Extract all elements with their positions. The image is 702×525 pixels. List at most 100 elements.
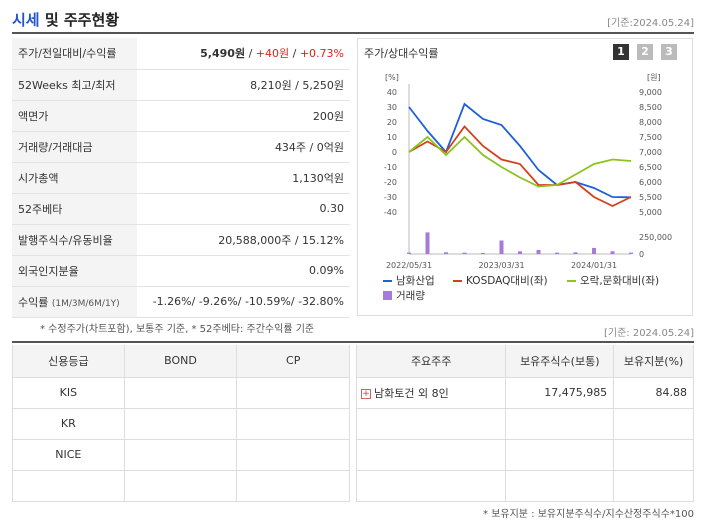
divider	[12, 32, 694, 34]
volume-bar	[444, 252, 448, 254]
table-cell	[123, 376, 238, 409]
table-cell	[12, 469, 125, 502]
table-cell	[613, 407, 694, 440]
column-header: 주요주주	[355, 345, 507, 378]
table-cell	[355, 469, 507, 502]
table-row	[12, 469, 350, 502]
left-axis-unit: [%]	[385, 73, 399, 82]
column-header: CP	[236, 345, 350, 378]
quote-label: 주가/전일대비/수익률	[12, 38, 137, 70]
quote-row: 거래량/거래대금 434주 / 0억원	[12, 131, 350, 163]
quote-label: 발행주식수/유동비율	[12, 224, 137, 256]
table-row	[355, 469, 694, 502]
series-line-1	[408, 125, 632, 208]
right-axis-tick: 5,000	[639, 208, 662, 217]
quote-table: 주가/전일대비/수익률 5,490원 / +40원 / +0.73% 52Wee…	[12, 38, 350, 318]
legend-label: KOSDAQ대비(좌)	[466, 275, 548, 287]
price-chart: [%] [원] 40 30 20 10 0 -10 -20 -30 -40 9,000 8,500 8,0…	[383, 73, 672, 302]
x-axis-tick: 2023/03/31	[478, 261, 524, 270]
left-axis-tick: 20	[387, 118, 397, 127]
quote-label: 외국인지분율	[12, 255, 137, 287]
right-axis-tick: 8,000	[639, 118, 662, 127]
quote-row: 발행주식수/유동비율 20,588,000주 / 15.12%	[12, 224, 350, 256]
table-header: 주요주주 보유주식수(보통) 보유지분(%)	[355, 345, 694, 378]
table-cell	[236, 407, 350, 440]
title-rest: 및 주주현황	[39, 11, 120, 29]
table-cell	[236, 438, 350, 471]
left-axis-tick: 0	[392, 148, 397, 157]
quote-value: 5,490원 / +40원 / +0.73%	[137, 38, 350, 70]
expand-icon[interactable]: +	[361, 388, 371, 399]
return-1m: -1.26%	[152, 295, 192, 308]
price-change: +40원	[255, 47, 290, 61]
table-cell	[505, 438, 615, 471]
quote-label: 거래량/거래대금	[12, 131, 137, 163]
right-axis-tick: 5,500	[639, 193, 662, 202]
chart-page-2-button[interactable]: 2	[637, 44, 653, 60]
chart-page-3-button[interactable]: 3	[661, 44, 677, 60]
divider	[12, 341, 694, 343]
price: 5,490원	[200, 47, 246, 61]
right-axis-tick: 9,000	[639, 88, 662, 97]
quote-value: 8,210원 / 5,250원	[137, 69, 350, 101]
holder-name-cell[interactable]: + 남화토건 외 8인	[355, 376, 507, 409]
quote-label: 액면가	[12, 100, 137, 132]
table-row: + 남화토건 외 8인 17,475,985 84.88	[355, 376, 694, 409]
legend-label: 거래량	[396, 290, 425, 302]
column-header: 보유지분(%)	[613, 345, 694, 378]
quote-label: 52주베타	[12, 193, 137, 225]
volume-bar	[555, 252, 559, 254]
volume-bar	[499, 240, 504, 254]
volume-bar	[407, 252, 411, 254]
quote-value: -1.26%/ -9.26%/ -10.59%/ -32.80%	[137, 286, 350, 318]
table-row	[355, 438, 694, 471]
chart-page-1-button[interactable]: 1	[613, 44, 629, 60]
return-label: 수익률	[18, 295, 49, 309]
quote-label: 시가총액	[12, 162, 137, 194]
table-header: 신용등급 BOND CP	[12, 345, 350, 378]
credit-table: 신용등급 BOND CP KIS KR NICE	[12, 345, 350, 502]
table-cell	[355, 407, 507, 440]
quote-label: 수익률 (1M/3M/6M/1Y)	[12, 286, 137, 318]
quote-value: 0.09%	[137, 255, 350, 287]
note-bottom: * 보유지분 : 보유지분주식수/지수산정주식수*100	[483, 509, 694, 520]
volume-bar	[573, 252, 578, 254]
volume-bar	[462, 252, 467, 254]
table-cell	[236, 376, 350, 409]
table-cell: 17,475,985	[505, 376, 615, 409]
quote-row: 52주베타 0.30	[12, 193, 350, 225]
volume-bar	[629, 252, 633, 254]
volume-bar	[518, 251, 522, 254]
return-1y: -32.80%	[298, 295, 344, 308]
quote-row: 외국인지분율 0.09%	[12, 255, 350, 287]
volume-bar	[481, 252, 485, 254]
volume-axis-tick: 0	[639, 250, 644, 259]
quote-value: 0.30	[137, 193, 350, 225]
table-cell	[236, 469, 350, 502]
left-axis-tick: -20	[384, 178, 397, 187]
quote-value: 20,588,000주 / 15.12%	[137, 224, 350, 256]
left-axis-tick: -40	[384, 208, 397, 217]
volume-axis-tick: 250,000	[639, 233, 672, 242]
series-line-2	[408, 135, 632, 188]
holders-table: 주요주주 보유주식수(보통) 보유지분(%) + 남화토건 외 8인 17,475…	[355, 345, 694, 502]
quote-value: 1,130억원	[137, 162, 350, 194]
volume-bar	[592, 247, 596, 254]
x-axis-tick: 2022/05/31	[386, 261, 432, 270]
right-axis-unit: [원]	[647, 73, 661, 82]
right-axis-tick: 6,500	[639, 163, 662, 172]
note-top: * 수정주가(차트포함), 보통주 기준, * 52주베타: 주간수익률 기준	[40, 324, 315, 335]
quote-value: 200원	[137, 100, 350, 132]
table-cell	[355, 438, 507, 471]
table-row: KIS	[12, 376, 350, 409]
table-cell: NICE	[12, 438, 125, 471]
column-header: 보유주식수(보통)	[505, 345, 615, 378]
legend-label: 남화산업	[396, 274, 435, 287]
quote-value: 434주 / 0억원	[137, 131, 350, 163]
right-axis-tick: 7,500	[639, 133, 662, 142]
table-cell: KR	[12, 407, 125, 440]
right-axis-tick: 6,000	[639, 178, 662, 187]
table-cell	[123, 407, 238, 440]
chart-title: 주가/상대수익률	[364, 47, 439, 60]
holder-name: 남화토건 외 8인	[374, 386, 449, 400]
